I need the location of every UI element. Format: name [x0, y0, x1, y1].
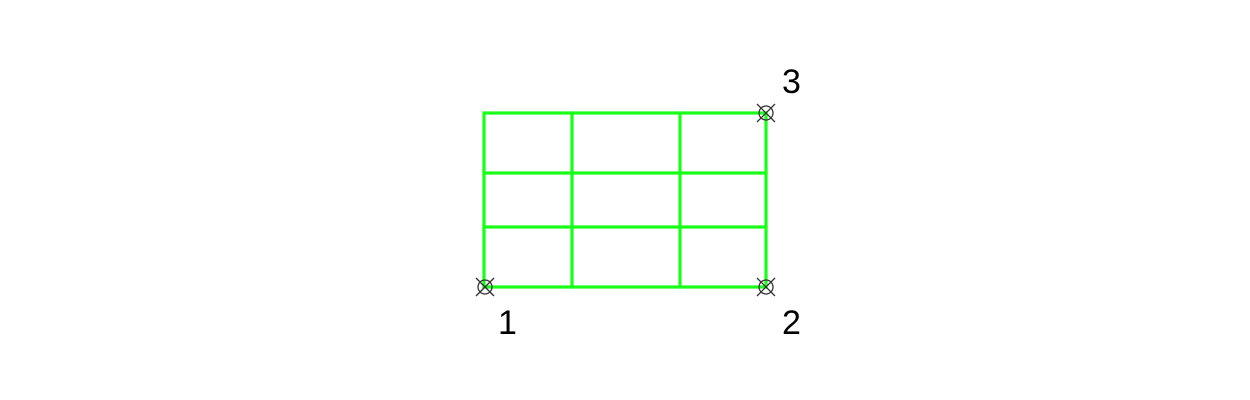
grid-outer-rectangle — [482, 111, 768, 289]
point-2-marker-icon — [756, 277, 776, 297]
green-grid — [482, 111, 768, 289]
point-1-label: 1 — [498, 304, 517, 342]
point-1-marker-icon — [475, 277, 495, 297]
point-2-label: 2 — [782, 304, 801, 342]
point-3-label: 3 — [782, 63, 801, 101]
point-3-marker-icon — [756, 103, 776, 123]
